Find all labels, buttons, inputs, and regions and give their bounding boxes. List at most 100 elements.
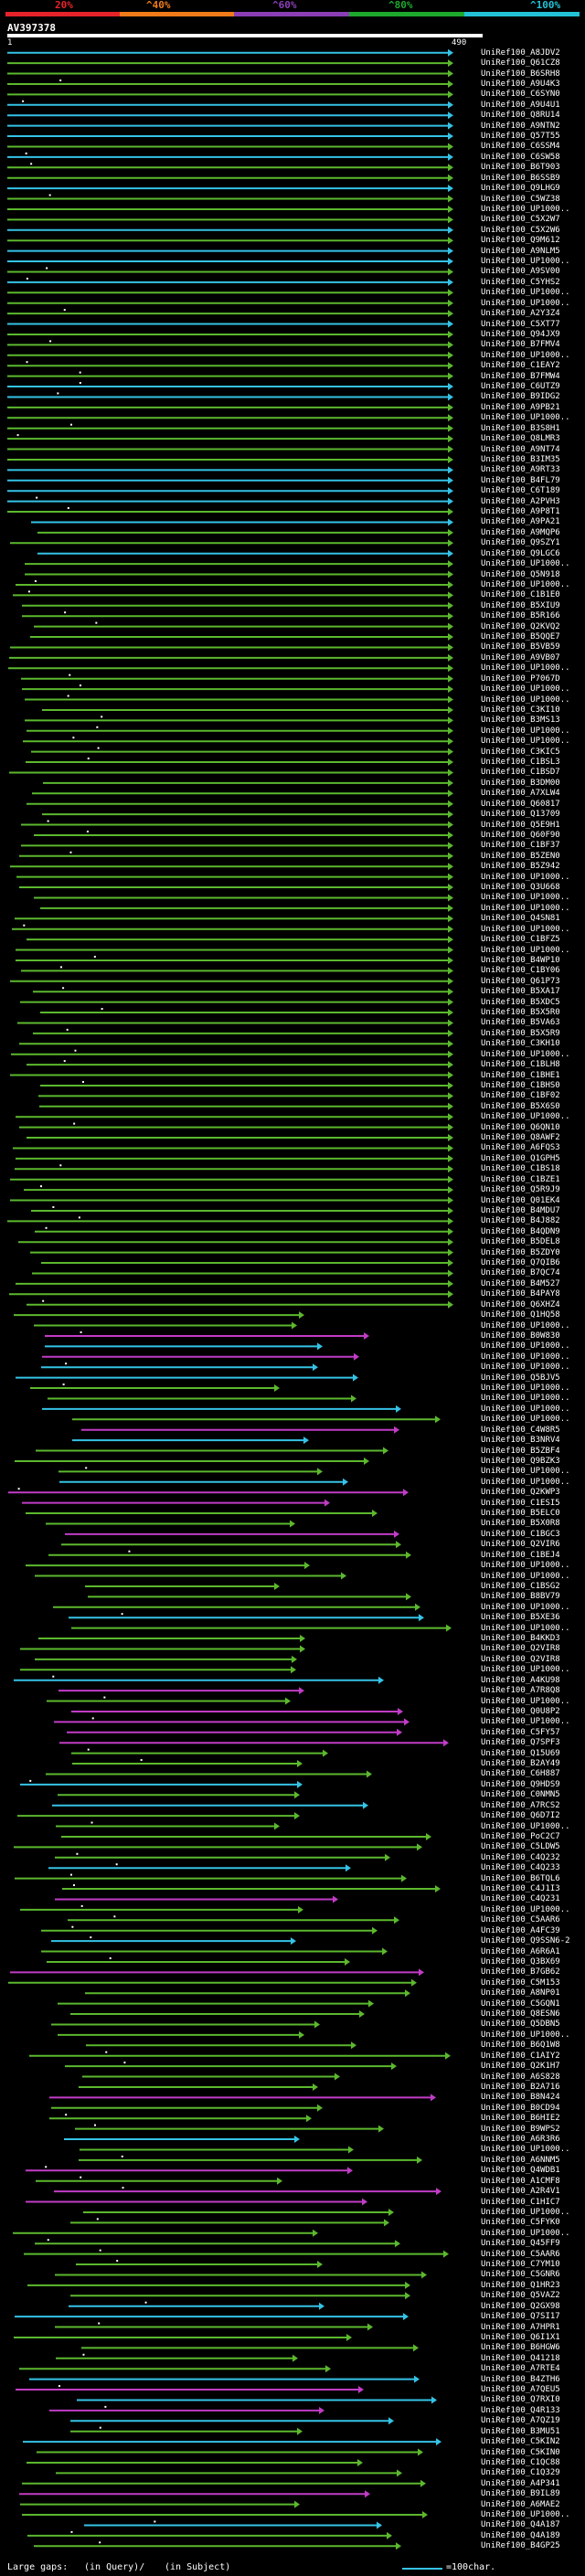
hit-accession[interactable]: UniRef100_C1ESI5 [481,1498,560,1508]
hit-accession[interactable]: UniRef100_A4P341 [481,2478,560,2488]
alignment-row[interactable] [58,1687,304,1695]
hit-accession[interactable]: UniRef100_B3MS13 [481,716,560,726]
alignment-row[interactable] [14,1675,384,1684]
alignment-row[interactable] [48,1550,411,1559]
hit-accession[interactable]: UniRef100_A9U4U1 [481,100,560,110]
alignment-row[interactable] [7,216,453,224]
hit-accession[interactable]: UniRef100_A8NP01 [481,1988,560,1998]
alignment-row[interactable] [41,1259,453,1267]
hit-accession[interactable]: UniRef100_Q8RU14 [481,111,560,121]
hit-accession[interactable]: UniRef100_Q60F90 [481,830,560,840]
hit-accession[interactable]: UniRef100_A9SV00 [481,267,560,277]
alignment-row[interactable] [70,2010,365,2019]
alignment-row[interactable] [58,1791,300,1799]
hit-accession[interactable]: UniRef100_B5DEL8 [481,1237,560,1247]
hit-accession[interactable]: UniRef100_UP1000.. [481,2228,570,2238]
alignment-row[interactable] [29,2051,451,2060]
hit-accession[interactable]: UniRef100_UP1000.. [481,1821,570,1831]
hit-accession[interactable]: UniRef100_UP1000.. [481,893,570,903]
hit-accession[interactable]: UniRef100_C5FY57 [481,1727,560,1737]
alignment-row[interactable] [7,100,453,109]
hit-accession[interactable]: UniRef100_UP1000.. [481,1467,570,1477]
alignment-row[interactable] [7,320,453,328]
alignment-row[interactable] [51,1936,296,1945]
hit-accession[interactable]: UniRef100_UP1000.. [481,1477,570,1487]
hit-accession[interactable]: UniRef100_A9NLM5 [481,246,560,256]
alignment-row[interactable] [29,2375,420,2383]
alignment-row[interactable] [13,590,453,599]
hit-accession[interactable]: UniRef100_B0CD94 [481,2103,560,2113]
hit-accession[interactable]: UniRef100_B4QDN9 [481,1226,560,1236]
alignment-row[interactable] [15,1457,369,1465]
hit-accession[interactable]: UniRef100_Q2GX98 [481,2301,560,2311]
hit-accession[interactable]: UniRef100_C1BHS0 [481,1080,560,1090]
alignment-row[interactable] [25,694,453,704]
hit-accession[interactable]: UniRef100_C6SYN0 [481,90,560,100]
alignment-row[interactable] [34,894,453,902]
hit-accession[interactable]: UniRef100_A2R4V1 [481,2187,560,2197]
hit-accession[interactable]: UniRef100_Q1HQ58 [481,1310,560,1320]
hit-accession[interactable]: UniRef100_UP1000.. [481,1383,570,1394]
hit-accession[interactable]: UniRef100_Q1GPH5 [481,1153,560,1163]
alignment-row[interactable] [71,1707,403,1715]
hit-accession[interactable]: UniRef100_C1AIY2 [481,2051,560,2061]
hit-accession[interactable]: UniRef100_UP1000.. [481,1696,570,1706]
alignment-row[interactable] [76,2260,323,2269]
alignment-row[interactable] [7,487,453,495]
hit-accession[interactable]: UniRef100_B4ZTH6 [481,2374,560,2384]
hit-accession[interactable]: UniRef100_UP1000.. [481,1623,570,1633]
alignment-row[interactable] [9,1290,453,1299]
alignment-row[interactable] [16,946,453,954]
alignment-row[interactable] [26,1562,310,1570]
hit-accession[interactable]: UniRef100_C5WZ38 [481,194,560,204]
hit-accession[interactable]: UniRef100_C5FYK0 [481,2218,560,2228]
alignment-row[interactable] [80,2146,354,2154]
alignment-row[interactable] [68,1915,399,1924]
alignment-row[interactable] [19,2365,331,2373]
alignment-row[interactable] [7,466,453,474]
alignment-row[interactable] [24,1185,453,1194]
alignment-row[interactable] [45,1330,369,1340]
alignment-row[interactable] [15,1164,453,1173]
alignment-row[interactable] [7,1216,453,1225]
hit-accession[interactable]: UniRef100_B5Z942 [481,862,560,872]
alignment-row[interactable] [41,1925,378,1935]
alignment-row[interactable] [19,1040,453,1048]
alignment-row[interactable] [37,549,453,557]
hit-accession[interactable]: UniRef100_Q9SSN6-2 [481,1936,570,1946]
hit-accession[interactable]: UniRef100_Q13709 [481,810,560,820]
hit-accession[interactable]: UniRef100_Q9HDS9 [481,1779,560,1789]
alignment-row[interactable] [34,830,453,839]
hit-accession[interactable]: UniRef100_Q2KWP3 [481,1488,560,1498]
alignment-row[interactable] [16,873,453,881]
alignment-row[interactable] [25,570,453,578]
alignment-row[interactable] [8,1488,409,1497]
alignment-row[interactable] [7,476,453,484]
hit-accession[interactable]: UniRef100_UP1000.. [481,726,570,736]
hit-accession[interactable]: UniRef100_C7YM10 [481,2260,560,2270]
alignment-row[interactable] [32,1269,453,1277]
alignment-row[interactable] [7,434,453,443]
alignment-row[interactable] [7,111,453,120]
hit-accession[interactable]: UniRef100_B5QQE7 [481,632,560,642]
hit-accession[interactable]: UniRef100_A6R6A1 [481,1946,560,1956]
alignment-row[interactable] [7,392,453,401]
hit-accession[interactable]: UniRef100_Q94JX9 [481,329,560,339]
hit-accession[interactable]: UniRef100_C5X2W7 [481,215,560,225]
alignment-row[interactable] [10,539,453,547]
alignment-row[interactable] [53,1603,420,1611]
alignment-row[interactable] [36,2176,282,2185]
alignment-row[interactable] [51,2104,323,2112]
alignment-row[interactable] [7,48,453,57]
hit-accession[interactable]: UniRef100_Q2VIR8 [481,1654,560,1664]
hit-accession[interactable]: UniRef100_Q45FF9 [481,2239,560,2249]
alignment-row[interactable] [7,455,453,463]
alignment-row[interactable] [49,2114,312,2123]
alignment-row[interactable] [20,2500,300,2508]
hit-accession[interactable]: UniRef100_A6R3R6 [481,2135,560,2145]
hit-accession[interactable]: UniRef100_A1CMF8 [481,2176,560,2186]
hit-accession[interactable]: UniRef100_UP1000.. [481,1320,570,1330]
hit-accession[interactable]: UniRef100_UP1000.. [481,2030,570,2040]
alignment-row[interactable] [7,299,453,307]
hit-accession[interactable]: UniRef100_B4FL79 [481,475,560,485]
